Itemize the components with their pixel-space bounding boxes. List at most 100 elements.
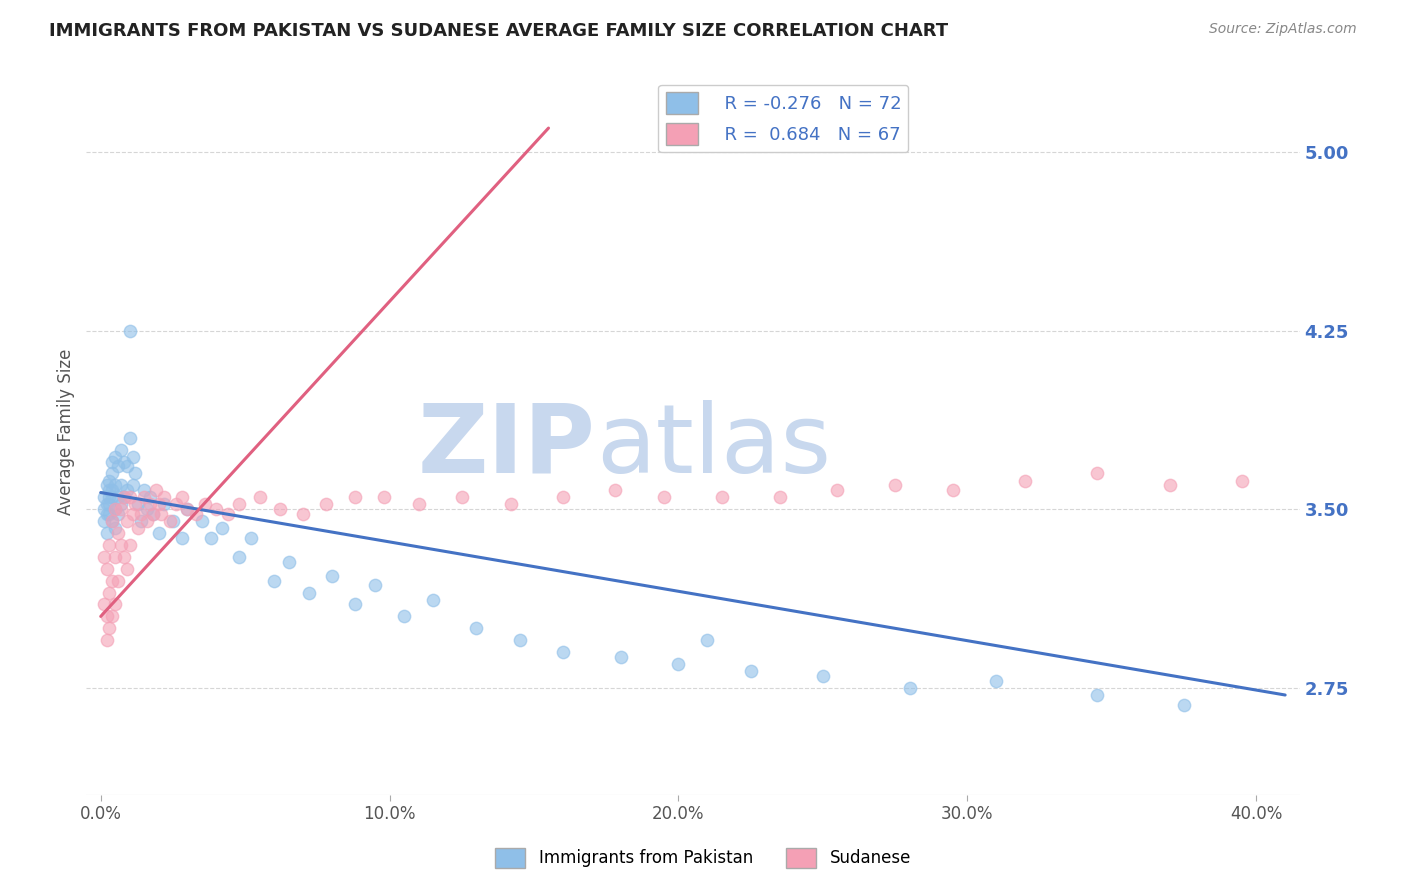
Point	[101, 491, 124, 505]
Point	[652, 491, 675, 505]
Point	[96, 526, 118, 541]
Point	[228, 549, 250, 564]
Point	[98, 498, 121, 512]
Point	[121, 478, 143, 492]
Point	[315, 498, 337, 512]
Point	[1159, 478, 1181, 492]
Point	[200, 531, 222, 545]
Point	[1085, 688, 1108, 702]
Point	[139, 498, 162, 512]
Point	[298, 585, 321, 599]
Point	[551, 491, 574, 505]
Point	[811, 669, 834, 683]
Point	[93, 491, 115, 505]
Point	[110, 502, 132, 516]
Point	[132, 483, 155, 497]
Point	[115, 483, 138, 497]
Point	[101, 574, 124, 588]
Point	[101, 483, 124, 497]
Point	[104, 598, 127, 612]
Point	[170, 531, 193, 545]
Point	[176, 502, 198, 516]
Point	[115, 459, 138, 474]
Point	[986, 673, 1008, 688]
Point	[551, 645, 574, 659]
Legend:   R = -0.276   N = 72,   R =  0.684   N = 67: R = -0.276 N = 72, R = 0.684 N = 67	[658, 85, 908, 153]
Point	[509, 633, 531, 648]
Point	[603, 483, 626, 497]
Point	[148, 498, 170, 512]
Point	[211, 521, 233, 535]
Y-axis label: Average Family Size: Average Family Size	[58, 349, 75, 515]
Point	[228, 498, 250, 512]
Point	[112, 491, 135, 505]
Point	[827, 483, 849, 497]
Point	[104, 478, 127, 492]
Point	[101, 514, 124, 528]
Point	[107, 526, 129, 541]
Point	[101, 454, 124, 468]
Point	[93, 549, 115, 564]
Point	[96, 633, 118, 648]
Point	[112, 549, 135, 564]
Point	[768, 491, 790, 505]
Point	[373, 491, 395, 505]
Point	[98, 585, 121, 599]
Point	[96, 609, 118, 624]
Point	[263, 574, 285, 588]
Point	[107, 491, 129, 505]
Point	[93, 598, 115, 612]
Point	[249, 491, 271, 505]
Point	[127, 498, 149, 512]
Point	[170, 491, 193, 505]
Point	[217, 507, 239, 521]
Point	[121, 450, 143, 464]
Point	[93, 514, 115, 528]
Point	[148, 526, 170, 541]
Point	[277, 555, 299, 569]
Point	[104, 502, 127, 516]
Point	[159, 514, 181, 528]
Text: ZIP: ZIP	[418, 400, 596, 492]
Text: IMMIGRANTS FROM PAKISTAN VS SUDANESE AVERAGE FAMILY SIZE CORRELATION CHART: IMMIGRANTS FROM PAKISTAN VS SUDANESE AVE…	[49, 22, 948, 40]
Point	[101, 609, 124, 624]
Point	[121, 507, 143, 521]
Text: atlas: atlas	[596, 400, 831, 492]
Point	[118, 538, 141, 552]
Point	[110, 442, 132, 457]
Point	[127, 521, 149, 535]
Point	[153, 498, 176, 512]
Point	[98, 474, 121, 488]
Point	[176, 502, 198, 516]
Point	[239, 531, 262, 545]
Point	[150, 507, 173, 521]
Point	[139, 491, 162, 505]
Point	[291, 507, 314, 521]
Point	[129, 507, 152, 521]
Point	[107, 574, 129, 588]
Point	[321, 569, 343, 583]
Point	[165, 498, 187, 512]
Point	[98, 538, 121, 552]
Point	[408, 498, 430, 512]
Point	[110, 478, 132, 492]
Point	[104, 521, 127, 535]
Point	[191, 514, 214, 528]
Point	[96, 507, 118, 521]
Point	[710, 491, 733, 505]
Point	[118, 431, 141, 445]
Point	[96, 478, 118, 492]
Point	[1085, 467, 1108, 481]
Point	[609, 649, 631, 664]
Point	[450, 491, 472, 505]
Point	[98, 621, 121, 635]
Point	[115, 514, 138, 528]
Point	[1230, 474, 1253, 488]
Point	[101, 514, 124, 528]
Point	[884, 478, 907, 492]
Point	[364, 578, 387, 592]
Point	[153, 491, 176, 505]
Point	[142, 507, 165, 521]
Point	[1173, 698, 1195, 712]
Point	[93, 502, 115, 516]
